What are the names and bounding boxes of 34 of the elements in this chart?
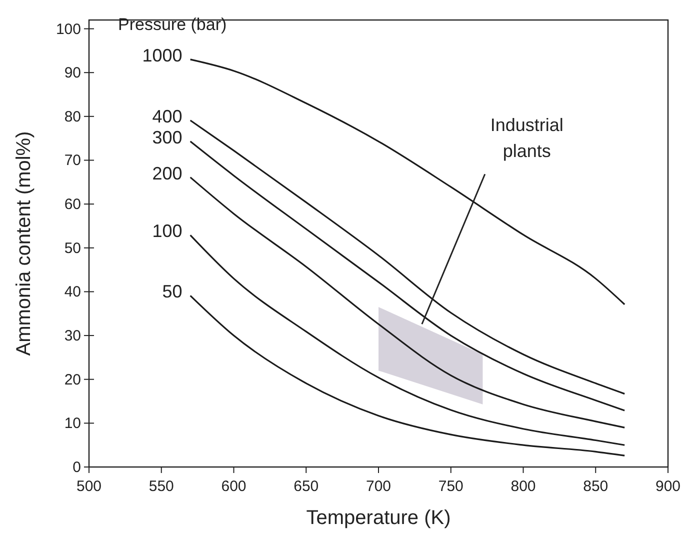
series-label: 200 xyxy=(152,163,182,184)
y-tick-label: 50 xyxy=(64,240,81,257)
line-series xyxy=(190,294,626,456)
series-label: 50 xyxy=(162,282,182,302)
y-axis-title: Ammonia content (mol%) xyxy=(13,131,35,356)
x-tick-label: 750 xyxy=(438,478,464,495)
line-series xyxy=(190,176,626,428)
series-label: 300 xyxy=(152,127,182,148)
y-tick-label: 30 xyxy=(64,328,81,345)
y-tick-label: 20 xyxy=(64,371,81,388)
y-tick-label: 40 xyxy=(64,284,81,301)
x-axis-title: Temperature (K) xyxy=(306,507,451,529)
x-tick-label: 900 xyxy=(655,478,681,495)
x-tick-label: 700 xyxy=(366,478,392,495)
x-tick-label: 550 xyxy=(148,478,174,495)
y-tick-label: 100 xyxy=(56,20,81,38)
annotation: Industrial plants xyxy=(490,115,564,162)
y-tick-label: 80 xyxy=(64,108,81,126)
x-tick-label: 600 xyxy=(221,478,246,495)
y-tick-label: 70 xyxy=(64,152,81,170)
x-tick-label: 500 xyxy=(76,478,102,495)
series-label: 100 xyxy=(152,221,182,242)
series-label: 400 xyxy=(152,106,182,126)
y-tick-label: 0 xyxy=(72,459,81,476)
x-tick-label: 800 xyxy=(510,478,536,495)
y-tick-label: 90 xyxy=(64,64,81,82)
x-tick-label: 650 xyxy=(294,478,319,495)
line-series xyxy=(190,234,626,446)
y-tick-label: 10 xyxy=(64,415,81,432)
line-series xyxy=(190,58,626,306)
x-tick-label: 850 xyxy=(583,478,608,495)
series-label: 1000 xyxy=(142,45,182,66)
y-tick-label: 60 xyxy=(64,196,81,214)
legend-title: Pressure (bar) xyxy=(118,15,227,34)
